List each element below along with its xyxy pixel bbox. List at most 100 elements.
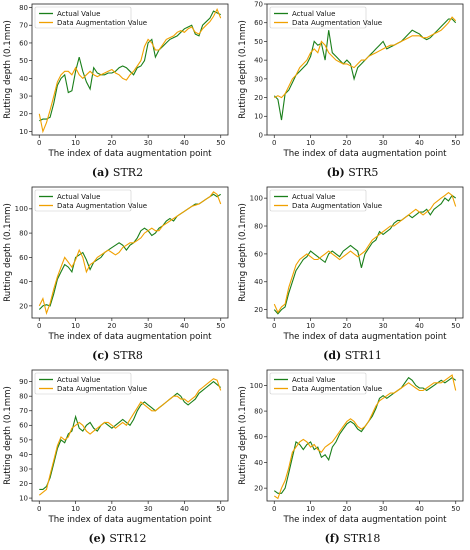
legend-box	[269, 372, 367, 395]
x-tick-label: 20	[107, 322, 116, 330]
y-axis-label: Rutting depth (0.1mm)	[3, 203, 13, 302]
x-tick-label: 30	[379, 322, 388, 330]
x-axis-label: The index of data augmentation point	[282, 149, 447, 159]
series-line-actual	[273, 18, 457, 121]
panel-letter: (f)	[324, 532, 340, 545]
x-tick-label: 10	[71, 322, 80, 330]
plot-frame	[266, 186, 464, 319]
plot-frame	[266, 3, 464, 136]
x-tick-label: 0	[272, 322, 276, 330]
legend-box	[34, 6, 132, 29]
y-tick-label: 80	[254, 407, 263, 415]
y-tick-label: 50	[19, 436, 28, 444]
y-tick-label: 20	[254, 306, 263, 314]
y-tick-label: 40	[19, 75, 28, 83]
legend-label: Actual Value	[292, 193, 335, 201]
panel-name: STR5	[344, 166, 379, 179]
y-tick-label: 70	[19, 407, 28, 415]
x-tick-label: 40	[180, 505, 189, 513]
x-tick-label: 50	[451, 505, 460, 513]
series-line-actual	[273, 194, 457, 315]
y-tick-label: 100	[250, 195, 263, 203]
x-tick-label: 10	[71, 505, 80, 513]
x-tick-label: 0	[272, 505, 276, 513]
y-tick-label: 90	[19, 378, 28, 386]
y-tick-label: 100	[250, 382, 263, 390]
y-tick-label: 10	[19, 128, 28, 136]
x-tick-label: 50	[216, 322, 225, 330]
y-tick-label: 0	[259, 131, 263, 139]
series-line-augmentation	[38, 378, 222, 496]
y-tick-label: 60	[19, 254, 28, 262]
x-tick-label: 0	[272, 139, 276, 147]
legend-label: Actual Value	[57, 10, 100, 18]
y-tick-label: 10	[254, 113, 263, 121]
panel-letter: (e)	[88, 532, 106, 545]
x-tick-label: 40	[415, 322, 424, 330]
y-tick-label: 60	[19, 422, 28, 430]
y-tick-label: 80	[254, 222, 263, 230]
y-tick-label: 40	[254, 57, 263, 65]
panel-caption: (f) STR18	[235, 532, 470, 545]
x-tick-label: 30	[379, 139, 388, 147]
y-tick-label: 20	[19, 110, 28, 118]
panel-letter: (a)	[91, 166, 110, 179]
y-tick-label: 20	[19, 302, 28, 310]
panel-caption: (d) STR11	[235, 349, 470, 362]
panel-caption: (a) STR2	[0, 166, 235, 179]
chart-svg: 0 10 20 30 40 50 10 20 30 40 50 60 70 80 The index of …	[3, 3, 229, 159]
chart-svg: 0 10 20 30 40 50 10 20 30 40 50 60 70 80 90 The index o…	[3, 369, 229, 525]
y-tick-label: 40	[254, 278, 263, 286]
series-line-augmentation	[273, 191, 457, 314]
series-line-actual	[39, 10, 221, 122]
y-tick-label: 40	[19, 451, 28, 459]
plot-frame	[31, 186, 229, 319]
series-line-actual	[38, 193, 222, 310]
x-tick-label: 10	[71, 139, 80, 147]
legend-label: Data Augmentation Value	[57, 202, 147, 210]
plot-frame	[31, 3, 229, 136]
legend-box	[34, 372, 132, 395]
series-line-actual	[273, 376, 457, 494]
panel-name: STR8	[109, 349, 143, 362]
y-tick-label: 40	[19, 278, 28, 286]
y-tick-label: 40	[254, 459, 263, 467]
chart-panel-str8: 0 10 20 30 40 50 20 40 60 80 100 The index of data …	[0, 183, 235, 366]
x-tick-label: 40	[180, 322, 189, 330]
y-tick-label: 20	[254, 485, 263, 493]
chart-panel-str18: 0 10 20 30 40 50 20 40 60 80 100 The index of data …	[235, 366, 470, 549]
x-tick-label: 0	[37, 322, 41, 330]
x-tick-label: 20	[107, 505, 116, 513]
y-tick-label: 80	[19, 393, 28, 401]
y-tick-label: 60	[254, 19, 263, 27]
y-tick-label: 60	[254, 250, 263, 258]
y-tick-label: 60	[254, 433, 263, 441]
y-tick-label: 100	[15, 205, 28, 213]
chart-panel-str2: 0 10 20 30 40 50 10 20 30 40 50 60 70 80 The index of …	[0, 0, 235, 183]
panel-name: STR18	[339, 532, 381, 545]
legend-label: Data Augmentation Value	[292, 385, 382, 393]
x-tick-label: 30	[144, 322, 153, 330]
legend-label: Data Augmentation Value	[292, 202, 382, 210]
y-tick-label: 50	[254, 38, 263, 46]
series-line-augmentation	[38, 7, 222, 134]
x-axis-label: The index of data augmentation point	[282, 515, 447, 525]
chart-svg: 0 10 20 30 40 50 20 40 60 80 100 The index of data …	[3, 186, 229, 342]
x-tick-label: 50	[451, 322, 460, 330]
plot-frame	[266, 369, 464, 502]
x-tick-label: 10	[306, 139, 315, 147]
panel-caption: (b) STR5	[235, 166, 470, 179]
y-tick-label: 20	[254, 94, 263, 102]
panel-letter: (b)	[326, 166, 345, 179]
legend-label: Data Augmentation Value	[57, 19, 147, 27]
x-axis-label: The index of data augmentation point	[282, 332, 447, 342]
x-tick-label: 30	[144, 505, 153, 513]
y-tick-label: 30	[19, 465, 28, 473]
y-tick-label: 70	[19, 22, 28, 30]
x-tick-label: 10	[306, 322, 315, 330]
